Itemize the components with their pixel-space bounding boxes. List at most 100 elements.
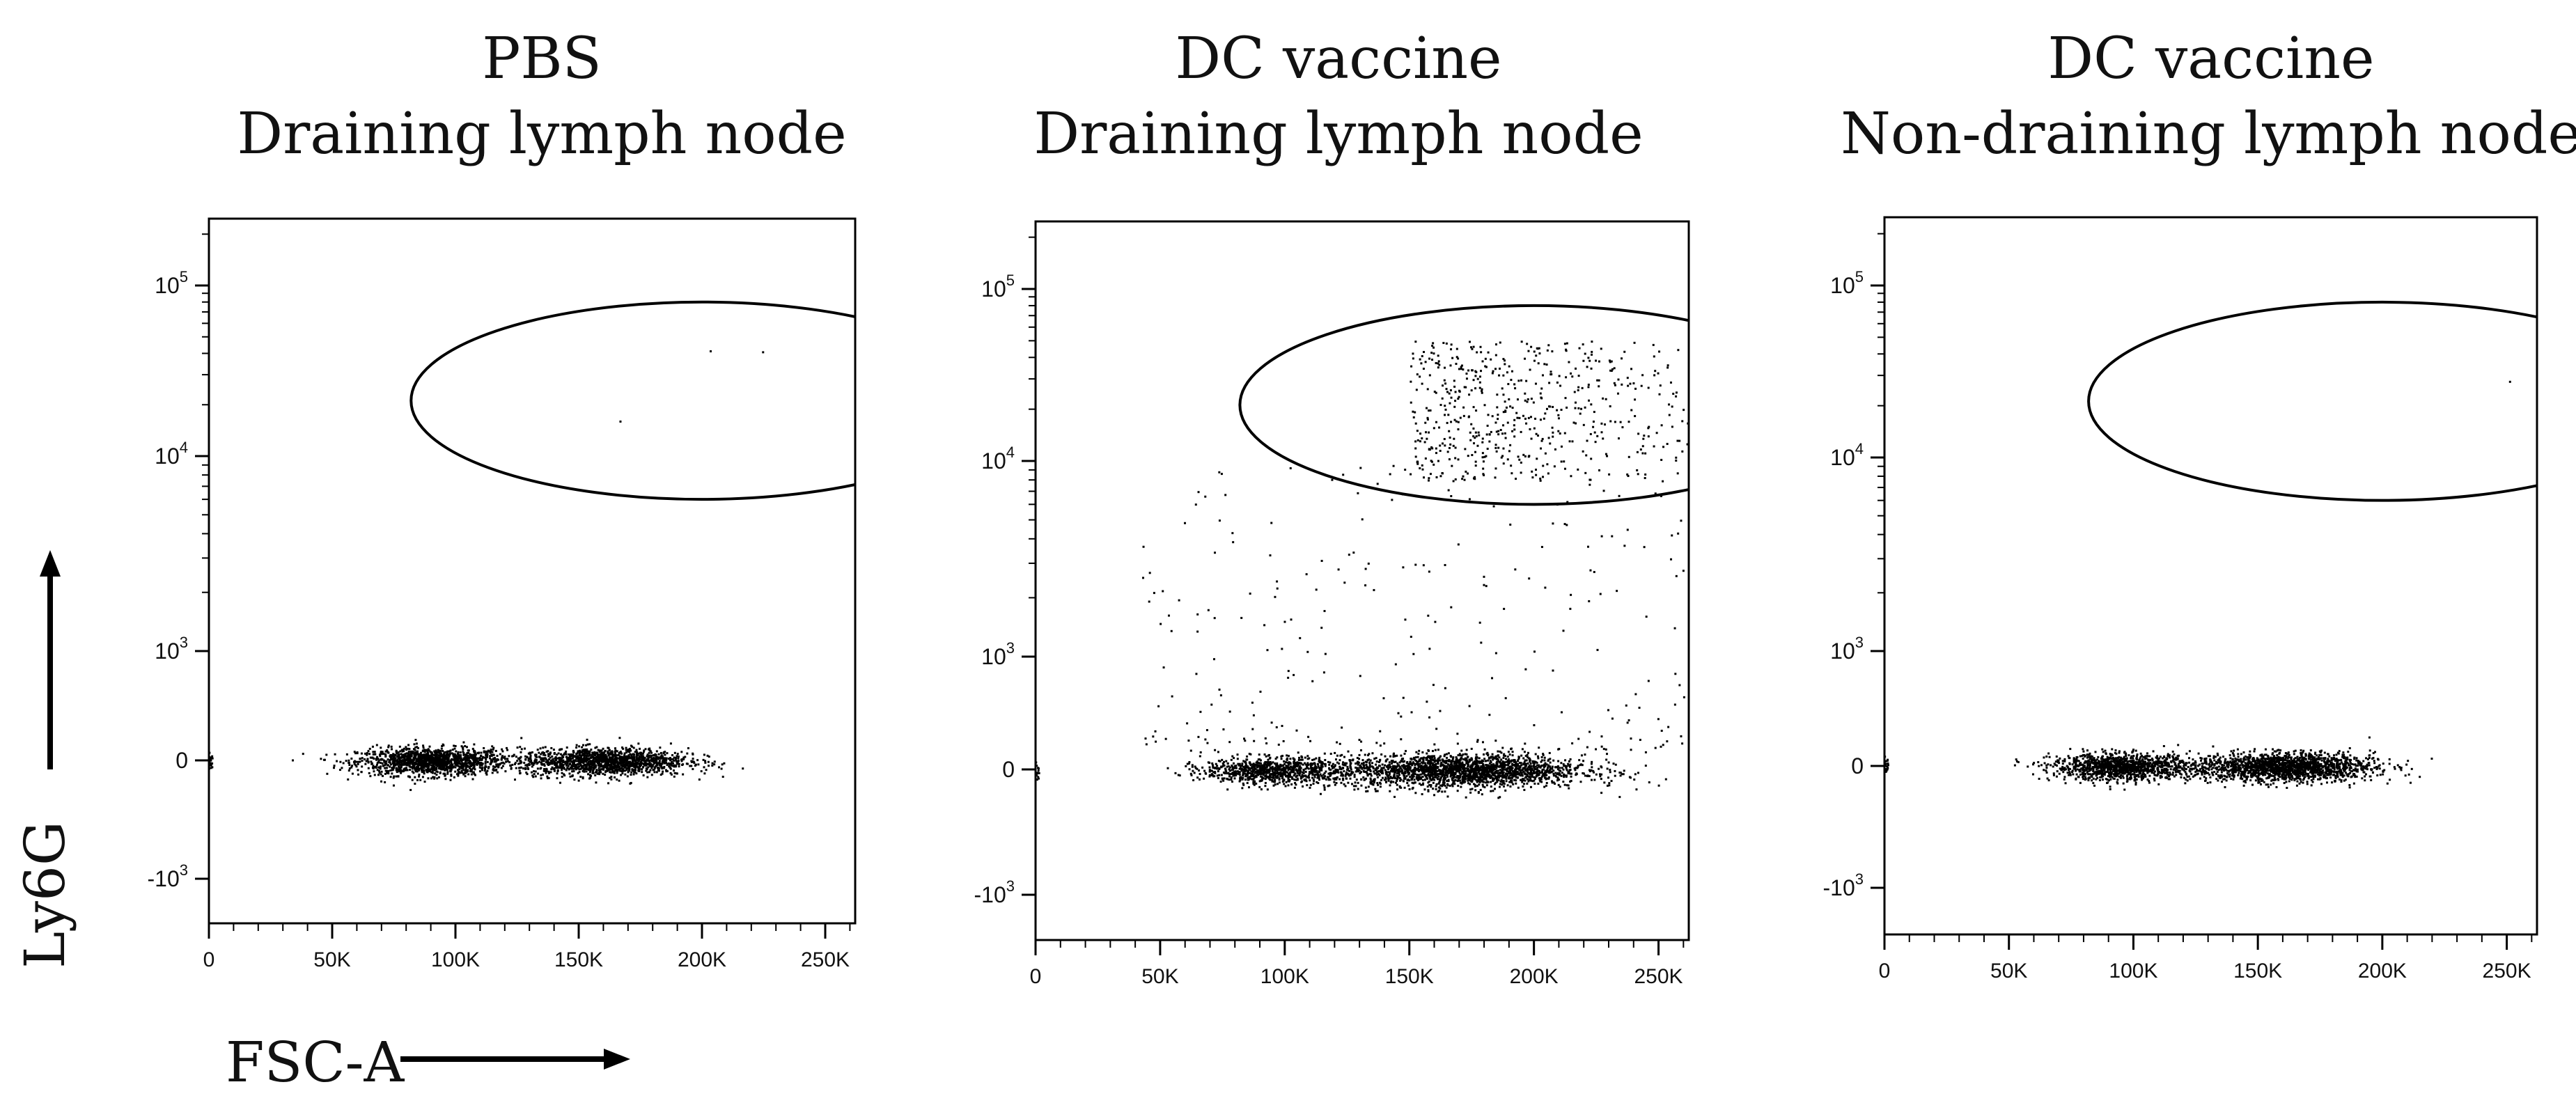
event-dot: [656, 756, 659, 758]
event-dot: [1432, 788, 1435, 790]
event-dot: [1388, 773, 1391, 776]
event-dot: [435, 764, 437, 767]
event-dot: [1441, 774, 1444, 777]
event-dot: [689, 765, 692, 767]
y-tick-label: 103: [981, 639, 1015, 669]
event-dot: [1592, 771, 1595, 774]
event-dot: [523, 747, 526, 750]
event-dot: [527, 759, 530, 762]
axis-pileup-dot: [209, 767, 210, 770]
y-tick-base: 10: [155, 273, 180, 298]
event-dot: [627, 756, 630, 758]
event-dot: [1509, 781, 1512, 783]
event-dot: [1312, 778, 1315, 781]
event-dot: [638, 769, 641, 772]
event-dot: [643, 764, 646, 767]
event-dot: [588, 751, 591, 753]
event-dot: [642, 752, 645, 755]
event-dot: [519, 757, 522, 760]
event-dot: [489, 757, 492, 760]
event-dot: [1552, 781, 1555, 784]
event-dot: [1237, 762, 1240, 765]
event-dot: [578, 745, 581, 748]
event-dot: [1483, 786, 1486, 789]
event-dot: [1174, 772, 1177, 774]
event-dot: [576, 755, 579, 758]
event-dot: [1239, 776, 1242, 778]
event-dot: [473, 751, 476, 753]
event-dot: [485, 772, 487, 774]
event-dot: [553, 760, 556, 762]
event-dot: [506, 746, 508, 749]
event-dot: [485, 773, 488, 776]
event-dot: [1334, 765, 1336, 768]
event-dot: [1201, 766, 1204, 769]
event-dot: [1442, 783, 1445, 786]
event-dot: [529, 758, 532, 760]
event-dot: [1467, 756, 1469, 758]
event-dot: [426, 752, 429, 755]
event-dot: [1249, 776, 1251, 778]
event-dot: [472, 771, 475, 774]
event-dot: [462, 741, 465, 744]
event-dot: [460, 758, 463, 761]
event-dot: [430, 771, 432, 774]
event-dot: [588, 753, 591, 756]
event-dot: [1269, 760, 1272, 763]
event-dot: [616, 750, 618, 753]
event-dot: [635, 772, 638, 775]
event-dot: [643, 762, 646, 765]
event-dot: [1384, 764, 1387, 767]
event-dot: [455, 750, 458, 753]
x-tick-label: 250K: [1634, 965, 1683, 988]
event-dot: [437, 776, 440, 778]
event-dot: [1253, 783, 1256, 786]
event-dot: [703, 753, 705, 756]
event-dot: [1281, 775, 1284, 778]
event-dot: [662, 757, 665, 760]
event-dot: [489, 751, 492, 754]
event-dot: [602, 768, 605, 771]
event-dot: [455, 756, 458, 759]
event-dot: [1469, 788, 1472, 791]
event-dot: [411, 770, 414, 773]
event-dot: [398, 770, 400, 773]
event-dot: [388, 759, 391, 762]
event-dot: [1224, 767, 1226, 770]
event-dot: [591, 770, 594, 773]
event-dot: [1566, 769, 1568, 772]
event-dot: [383, 760, 386, 763]
event-dot: [670, 773, 673, 776]
event-dot: [464, 762, 467, 765]
event-dot: [1531, 775, 1533, 778]
event-dot: [481, 764, 483, 767]
y-tick-label: 105: [155, 268, 188, 298]
event-dot: [470, 770, 473, 773]
event-dot: [398, 765, 400, 768]
event-dot: [655, 750, 658, 753]
event-dot: [435, 760, 437, 763]
event-dot: [373, 770, 375, 773]
event-dot: [1403, 752, 1406, 755]
event-dot: [1273, 774, 1276, 776]
event-dot: [1500, 758, 1503, 761]
event-dot: [1633, 778, 1636, 781]
event-dot: [348, 764, 351, 767]
event-dot: [711, 762, 714, 765]
event-dot: [1327, 760, 1329, 763]
event-dot: [1529, 775, 1531, 778]
event-dot: [651, 758, 654, 761]
event-dot: [458, 753, 460, 756]
event-dot: [435, 758, 437, 761]
event-dot: [703, 772, 706, 775]
event-dot: [1450, 774, 1453, 776]
event-dot: [407, 762, 409, 765]
event-dot: [723, 762, 726, 765]
event-dot: [1288, 761, 1290, 764]
event-dot: [1316, 776, 1319, 779]
event-dot: [1260, 779, 1263, 782]
event-dot: [375, 744, 378, 746]
event-dot: [609, 771, 611, 774]
event-dot: [664, 760, 666, 762]
